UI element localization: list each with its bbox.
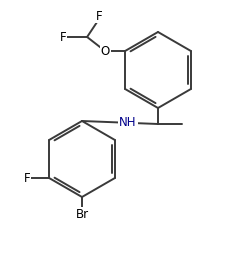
Text: F: F [95,10,102,23]
Text: Br: Br [75,207,88,220]
Text: F: F [60,31,66,44]
Text: O: O [100,45,109,57]
Text: F: F [24,171,30,184]
Text: NH: NH [119,116,136,129]
